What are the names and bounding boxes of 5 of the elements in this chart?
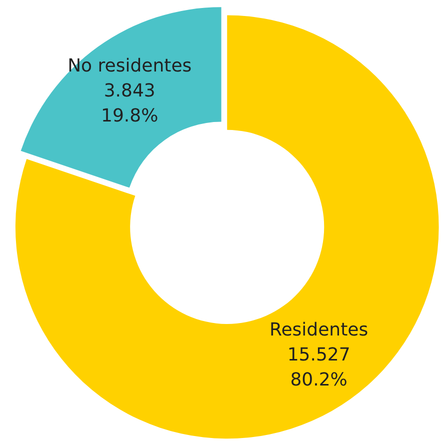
data-label: 80.2% — [290, 369, 348, 390]
text: 3.843 — [104, 80, 156, 102]
slice-label: Residentes — [270, 319, 368, 340]
data-label: 19.8% — [101, 105, 158, 126]
text: 15.527 — [287, 344, 350, 366]
